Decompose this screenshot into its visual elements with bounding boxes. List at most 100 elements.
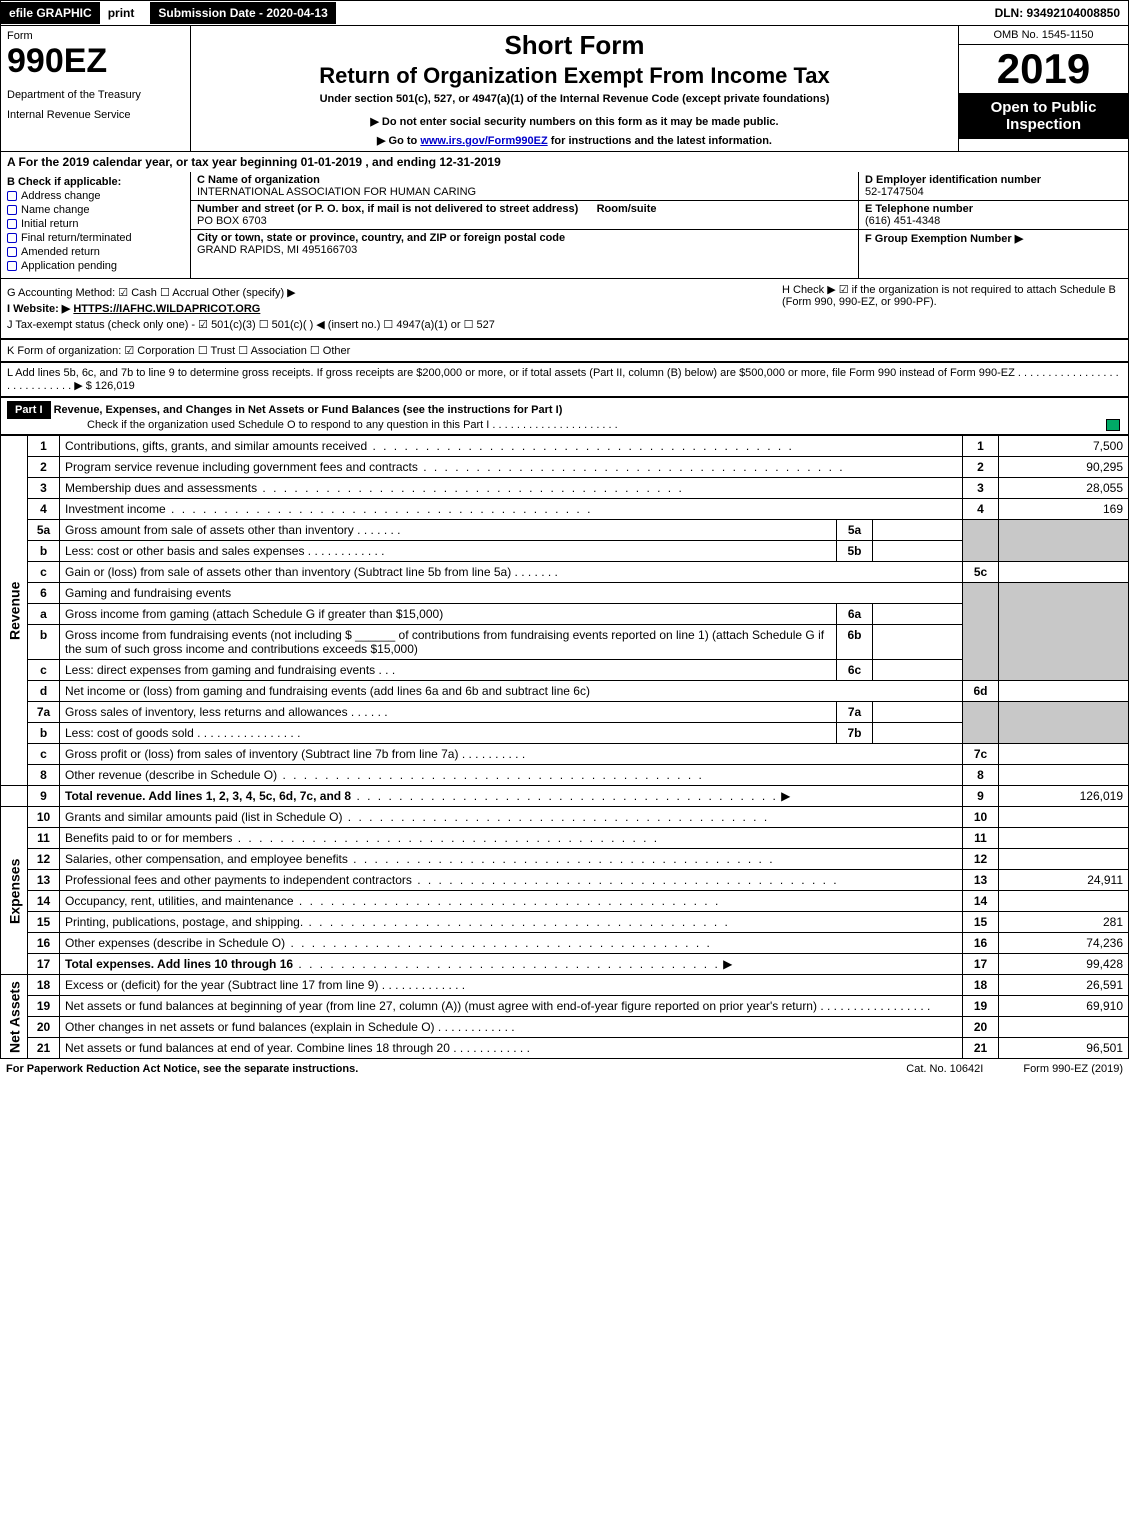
- ln-8-desc: Other revenue (describe in Schedule O): [65, 768, 277, 782]
- ln-17-num: 17: [28, 954, 60, 975]
- shade-5ab: [963, 520, 999, 562]
- ln-5c-num: c: [28, 562, 60, 583]
- ln-5c-val: [999, 562, 1129, 583]
- shade-5ab-val: [999, 520, 1129, 562]
- ln-6d-val: [999, 681, 1129, 702]
- ln-3-num: 3: [28, 478, 60, 499]
- ln-15-col: 15: [963, 912, 999, 933]
- ln-4-val: 169: [999, 499, 1129, 520]
- ln-21-val: 96,501: [999, 1038, 1129, 1059]
- org-city: GRAND RAPIDS, MI 495166703: [197, 244, 357, 256]
- ln-11-num: 11: [28, 828, 60, 849]
- ln-6d-desc: Net income or (loss) from gaming and fun…: [60, 681, 963, 702]
- ln-3-desc: Membership dues and assessments: [65, 481, 257, 495]
- ln-5a-col: 5a: [837, 520, 873, 541]
- ln-2-num: 2: [28, 457, 60, 478]
- goto-line: ▶ Go to www.irs.gov/Form990EZ for instru…: [199, 134, 950, 147]
- efile-label: efile GRAPHIC: [1, 2, 100, 24]
- b-item-3: Final return/terminated: [21, 232, 132, 244]
- ln-6b-num: b: [28, 625, 60, 660]
- chk-application-pending[interactable]: [7, 261, 17, 271]
- ln-15-num: 15: [28, 912, 60, 933]
- ln-1-col: 1: [963, 436, 999, 457]
- chk-final-return[interactable]: [7, 233, 17, 243]
- ln-6a-val: [873, 604, 963, 625]
- goto-link[interactable]: www.irs.gov/Form990EZ: [420, 135, 547, 147]
- ln-9-num: 9: [28, 786, 60, 807]
- ln-6a-col: 6a: [837, 604, 873, 625]
- ln-13-num: 13: [28, 870, 60, 891]
- ln-5b-num: b: [28, 541, 60, 562]
- ln-7a-num: 7a: [28, 702, 60, 723]
- ln-20-val: [999, 1017, 1129, 1038]
- chk-amended-return[interactable]: [7, 247, 17, 257]
- section-d: D Employer identification number 52-1747…: [858, 172, 1128, 278]
- ln-21-desc: Net assets or fund balances at end of ye…: [65, 1041, 450, 1055]
- ln-4-col: 4: [963, 499, 999, 520]
- chk-address-change[interactable]: [7, 191, 17, 201]
- ln-13-desc: Professional fees and other payments to …: [65, 873, 412, 887]
- telephone: (616) 451-4348: [865, 215, 940, 227]
- ln-9-val: 126,019: [999, 786, 1129, 807]
- ln-12-val: [999, 849, 1129, 870]
- ln-6-num: 6: [28, 583, 60, 604]
- ln-6c-desc: Less: direct expenses from gaming and fu…: [65, 663, 375, 677]
- ln-2-desc: Program service revenue including govern…: [65, 460, 418, 474]
- part1-title: Revenue, Expenses, and Changes in Net As…: [54, 404, 563, 416]
- ln-19-col: 19: [963, 996, 999, 1017]
- ln-18-col: 18: [963, 975, 999, 996]
- ln-19-desc: Net assets or fund balances at beginning…: [65, 999, 817, 1013]
- d-ein-label: D Employer identification number: [865, 174, 1041, 186]
- ln-16-desc: Other expenses (describe in Schedule O): [65, 936, 285, 950]
- ln-14-val: [999, 891, 1129, 912]
- line-h: H Check ▶ ☑ if the organization is not r…: [782, 283, 1122, 308]
- ln-14-desc: Occupancy, rent, utilities, and maintena…: [65, 894, 294, 908]
- shade-7ab-val: [999, 702, 1129, 744]
- line-j: J Tax-exempt status (check only one) - ☑…: [7, 318, 1122, 331]
- ln-17-desc: Total expenses. Add lines 10 through 16: [65, 957, 293, 971]
- paperwork-notice: For Paperwork Reduction Act Notice, see …: [6, 1063, 358, 1075]
- open-to-public: Open to Public Inspection: [959, 93, 1128, 139]
- ln-19-val: 69,910: [999, 996, 1129, 1017]
- dln: DLN: 93492104008850: [987, 2, 1128, 24]
- schedule-o-check[interactable]: [1106, 419, 1120, 431]
- website[interactable]: HTTPS://IAFHC.WILDAPRICOT.ORG: [73, 303, 260, 315]
- ln-6d-num: d: [28, 681, 60, 702]
- ln-10-val: [999, 807, 1129, 828]
- form-header: Form 990EZ Department of the Treasury In…: [0, 26, 1129, 152]
- goto-pre: ▶ Go to: [377, 135, 420, 147]
- ln-17-col: 17: [963, 954, 999, 975]
- print-link[interactable]: print: [100, 2, 143, 24]
- ln-7c-val: [999, 744, 1129, 765]
- form-number: 990EZ: [7, 42, 184, 81]
- ln-5a-desc: Gross amount from sale of assets other t…: [65, 523, 354, 537]
- ln-8-col: 8: [963, 765, 999, 786]
- chk-name-change[interactable]: [7, 205, 17, 215]
- goto-post: for instructions and the latest informat…: [548, 135, 772, 147]
- ein: 52-1747504: [865, 186, 924, 198]
- ln-8-num: 8: [28, 765, 60, 786]
- ln-19-num: 19: [28, 996, 60, 1017]
- dept-treasury: Department of the Treasury: [7, 89, 184, 101]
- ln-6b-col: 6b: [837, 625, 873, 660]
- ln-7b-desc: Less: cost of goods sold: [65, 726, 194, 740]
- c-room-label: Room/suite: [597, 203, 657, 215]
- section-c: C Name of organization INTERNATIONAL ASS…: [191, 172, 858, 278]
- ln-6a-num: a: [28, 604, 60, 625]
- ln-12-col: 12: [963, 849, 999, 870]
- c-name-label: C Name of organization: [197, 174, 320, 186]
- b-item-1: Name change: [21, 204, 90, 216]
- submission-date: Submission Date - 2020-04-13: [150, 2, 335, 24]
- chk-initial-return[interactable]: [7, 219, 17, 229]
- e-tel-label: E Telephone number: [865, 203, 973, 215]
- ln-5b-desc: Less: cost or other basis and sales expe…: [65, 544, 304, 558]
- ln-16-num: 16: [28, 933, 60, 954]
- side-revenue: Revenue: [1, 436, 28, 786]
- ln-10-num: 10: [28, 807, 60, 828]
- ln-12-num: 12: [28, 849, 60, 870]
- cat-no: Cat. No. 10642I: [906, 1063, 983, 1075]
- ln-5b-val: [873, 541, 963, 562]
- ln-16-val: 74,236: [999, 933, 1129, 954]
- b-header: B Check if applicable:: [7, 176, 184, 188]
- form-label: Form: [7, 30, 184, 42]
